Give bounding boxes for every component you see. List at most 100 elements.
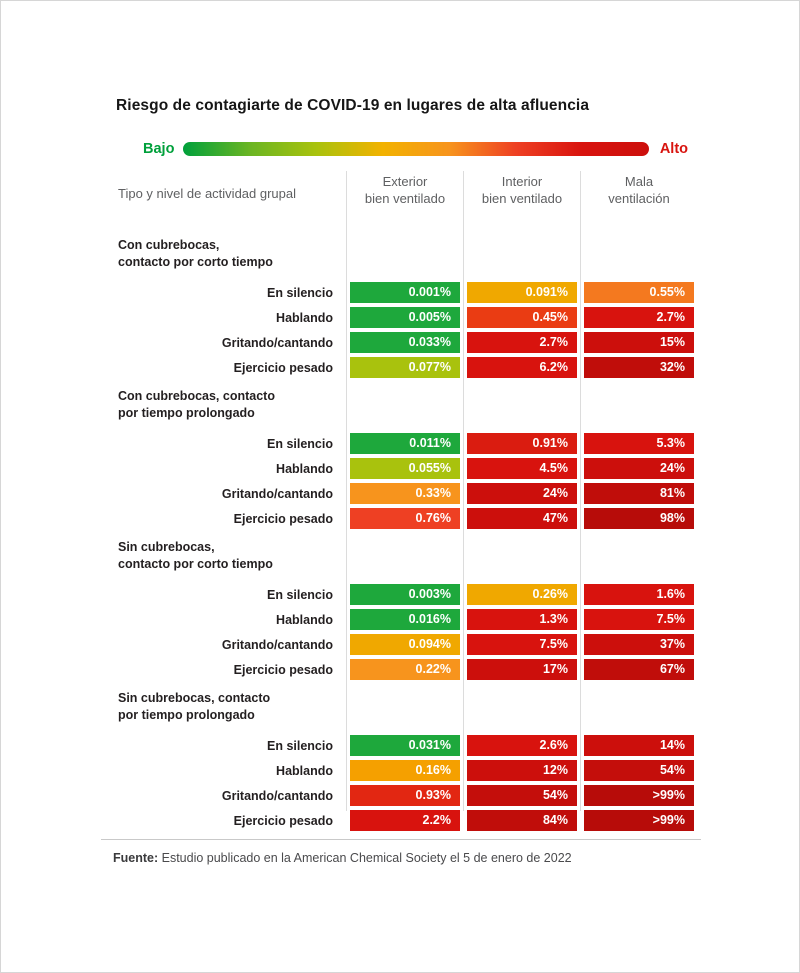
table-row: Hablando 0.16% 12% 54% — [116, 760, 694, 781]
column-header-exterior: Exterior bien ventilado — [350, 171, 460, 215]
section-header: Con cubrebocas, contacto por tiempo prolo… — [116, 382, 694, 427]
activity-label: Hablando — [276, 612, 333, 627]
column-header-mala-ventilacion: Mala ventilación — [584, 171, 694, 215]
activity-label: En silencio — [267, 587, 333, 602]
page-title: Riesgo de contagiarte de COVID-19 en lug… — [116, 97, 590, 114]
risk-value-cell: 24% — [584, 458, 694, 479]
section-header: Con cubrebocas, contacto por corto tiempo — [116, 215, 694, 276]
column-header-line: ventilación — [608, 190, 670, 206]
risk-value-cell: >99% — [584, 810, 694, 831]
risk-value-cell: 0.33% — [350, 483, 460, 504]
risk-value-cell: 0.22% — [350, 659, 460, 680]
risk-value-cell: 2.7% — [584, 307, 694, 328]
activity-label: Hablando — [276, 763, 333, 778]
source-text: Estudio publicado en la American Chemica… — [158, 851, 572, 865]
section-header: Sin cubrebocas, contacto por corto tiempo — [116, 533, 694, 578]
risk-value-cell: 0.001% — [350, 282, 460, 303]
activity-label: Gritando/cantando — [221, 335, 333, 350]
section-title-line: por tiempo prolongado — [118, 707, 255, 722]
risk-value-cell: 0.26% — [467, 584, 577, 605]
source-label: Fuente: — [113, 851, 159, 865]
risk-value-cell: 54% — [584, 760, 694, 781]
risk-value-cell: 81% — [584, 483, 694, 504]
risk-value-cell: 6.2% — [467, 357, 577, 378]
risk-value-cell: 7.5% — [584, 609, 694, 630]
risk-value-cell: 0.005% — [350, 307, 460, 328]
risk-value-cell: 54% — [467, 785, 577, 806]
column-header-line: bien ventilado — [364, 190, 446, 206]
table-header-row: Tipo y nivel de actividad grupal Exterio… — [116, 171, 694, 215]
table-row: En silencio 0.011% 0.91% 5.3% — [116, 433, 694, 454]
risk-value-cell: 0.094% — [350, 634, 460, 655]
table-row: Gritando/cantando 0.033% 2.7% 15% — [116, 332, 694, 353]
column-divider-3 — [580, 171, 581, 811]
risk-value-cell: 0.93% — [350, 785, 460, 806]
activity-label: Gritando/cantando — [221, 637, 333, 652]
risk-value-cell: 0.011% — [350, 433, 460, 454]
legend-low-label: Bajo — [143, 141, 175, 157]
risk-value-cell: 84% — [467, 810, 577, 831]
column-header-interior: Interior bien ventilado — [467, 171, 577, 215]
activity-label: En silencio — [267, 285, 333, 300]
table-row: En silencio 0.031% 2.6% 14% — [116, 735, 694, 756]
footer-divider — [101, 839, 701, 840]
table-row: Ejercicio pesado 2.2% 84% >99% — [116, 810, 694, 831]
activity-label: Hablando — [276, 310, 333, 325]
risk-value-cell: 2.6% — [467, 735, 577, 756]
risk-value-cell: 0.077% — [350, 357, 460, 378]
risk-value-cell: 1.6% — [584, 584, 694, 605]
section-title-line: por tiempo prolongado — [118, 405, 255, 420]
risk-value-cell: 0.033% — [350, 332, 460, 353]
section-title-line: Con cubrebocas, — [118, 238, 220, 252]
column-divider-1 — [346, 171, 347, 811]
risk-value-cell: >99% — [584, 785, 694, 806]
activity-label: En silencio — [267, 436, 333, 451]
risk-value-cell: 32% — [584, 357, 694, 378]
risk-value-cell: 0.091% — [467, 282, 577, 303]
risk-value-cell: 0.031% — [350, 735, 460, 756]
table-row: Gritando/cantando 0.33% 24% 81% — [116, 483, 694, 504]
activity-label: Ejercicio pesado — [233, 511, 333, 526]
risk-value-cell: 1.3% — [467, 609, 577, 630]
risk-value-cell: 2.7% — [467, 332, 577, 353]
row-axis-header: Tipo y nivel de actividad grupal — [118, 185, 297, 201]
table-row: Ejercicio pesado 0.22% 17% 67% — [116, 659, 694, 680]
risk-value-cell: 4.5% — [467, 458, 577, 479]
risk-value-cell: 14% — [584, 735, 694, 756]
risk-value-cell: 5.3% — [584, 433, 694, 454]
section-title-line: contacto por corto tiempo — [118, 556, 273, 571]
section-title-line: Sin cubrebocas, contacto — [118, 691, 271, 705]
table-row: En silencio 0.003% 0.26% 1.6% — [116, 584, 694, 605]
table-row: Gritando/cantando 0.93% 54% >99% — [116, 785, 694, 806]
table-row: En silencio 0.001% 0.091% 0.55% — [116, 282, 694, 303]
activity-label: Ejercicio pesado — [233, 662, 333, 677]
risk-value-cell: 0.16% — [350, 760, 460, 781]
table-row: Hablando 0.055% 4.5% 24% — [116, 458, 694, 479]
risk-value-cell: 15% — [584, 332, 694, 353]
table-row: Hablando 0.016% 1.3% 7.5% — [116, 609, 694, 630]
risk-legend: Bajo Alto — [143, 139, 688, 159]
section-title-line: Con cubrebocas, contacto — [118, 389, 275, 403]
section-title-line: contacto por corto tiempo — [118, 254, 273, 269]
risk-value-cell: 0.76% — [350, 508, 460, 529]
risk-value-cell: 0.003% — [350, 584, 460, 605]
column-divider-2 — [463, 171, 464, 811]
risk-value-cell: 7.5% — [467, 634, 577, 655]
risk-value-cell: 2.2% — [350, 810, 460, 831]
activity-label: Ejercicio pesado — [233, 360, 333, 375]
risk-value-cell: 17% — [467, 659, 577, 680]
activity-label: Gritando/cantando — [221, 486, 333, 501]
table-row: Ejercicio pesado 0.077% 6.2% 32% — [116, 357, 694, 378]
risk-value-cell: 24% — [467, 483, 577, 504]
risk-value-cell: 98% — [584, 508, 694, 529]
risk-gradient-bar — [183, 142, 649, 156]
risk-value-cell: 67% — [584, 659, 694, 680]
risk-value-cell: 0.45% — [467, 307, 577, 328]
source-note: Fuente: Estudio publicado en la American… — [113, 851, 572, 865]
section-header: Sin cubrebocas, contacto por tiempo prolo… — [116, 684, 694, 729]
table-row: Hablando 0.005% 0.45% 2.7% — [116, 307, 694, 328]
risk-value-cell: 0.055% — [350, 458, 460, 479]
section-title-line: Sin cubrebocas, — [118, 540, 215, 554]
activity-label: Ejercicio pesado — [233, 813, 333, 828]
